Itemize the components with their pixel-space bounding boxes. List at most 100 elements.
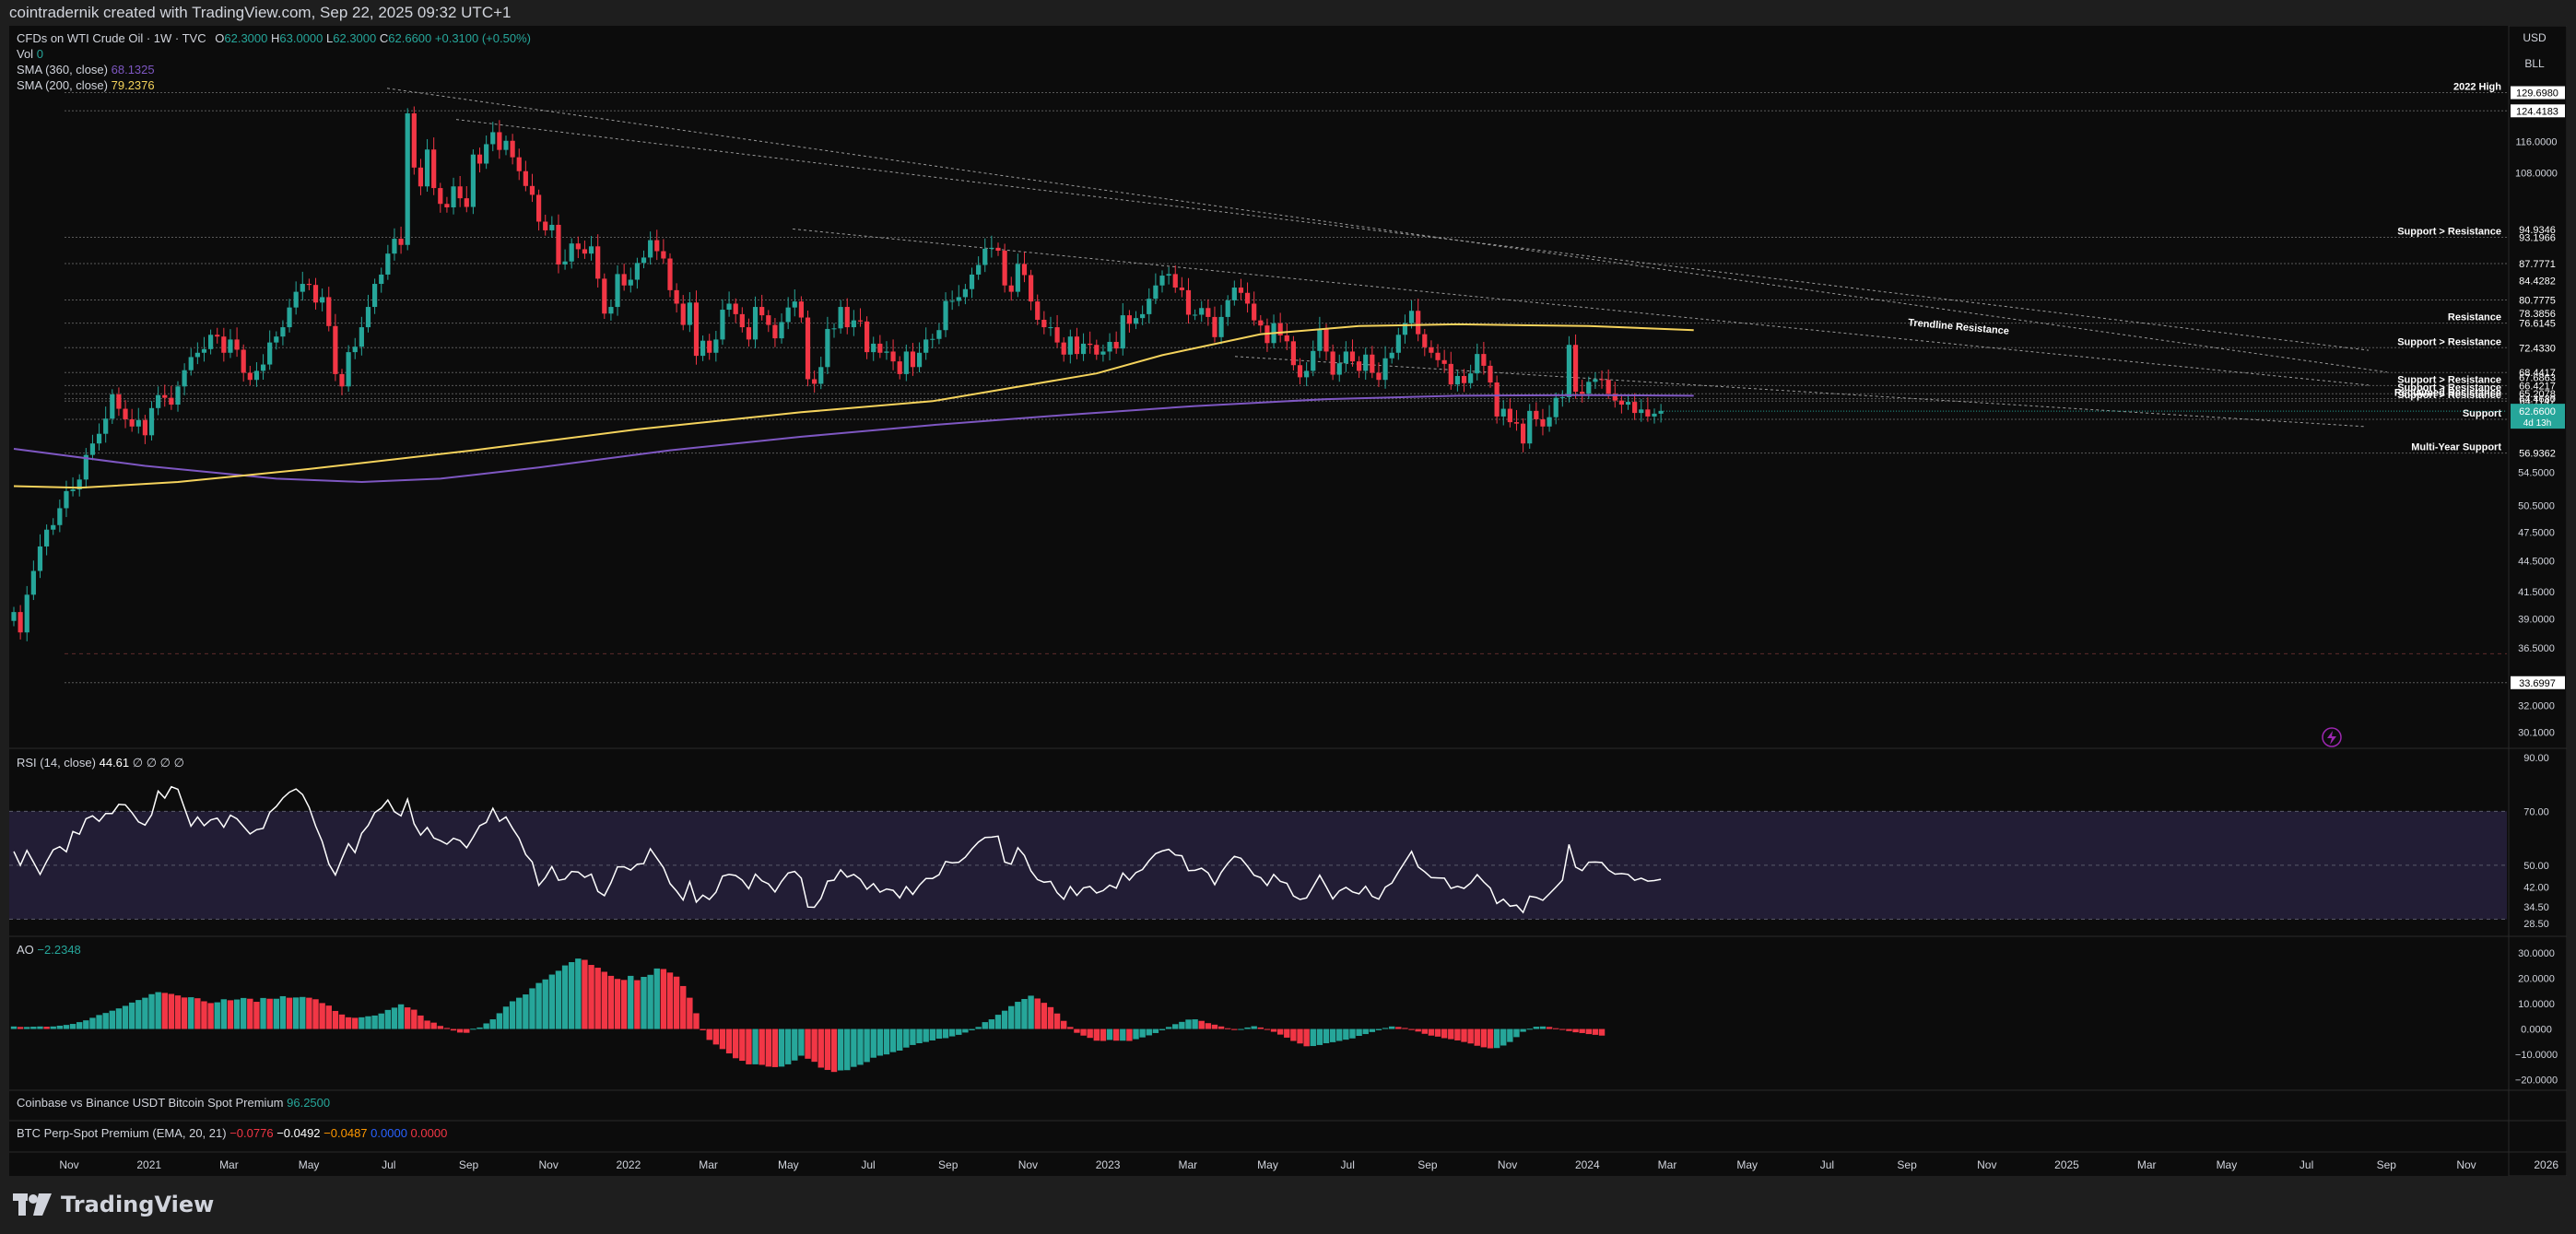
candle-body [746, 327, 752, 340]
ao-bar [935, 1028, 943, 1040]
rsi-tick-label: 42.00 [2523, 882, 2549, 893]
chart-area[interactable]: 2022 High Support > Resistance Resistance S… [9, 26, 2567, 1176]
ao-bar [220, 999, 228, 1029]
candle-body [352, 347, 358, 353]
ao-bar [30, 1027, 37, 1029]
ao-bar [1566, 1028, 1572, 1031]
candle-body [1454, 375, 1460, 385]
candle-body [595, 246, 601, 279]
candle-body [1054, 327, 1060, 343]
legend-sma360: SMA (360, close) 68.1325 [17, 63, 155, 76]
time-tick-label: May [1736, 1158, 1758, 1171]
ao-bar [811, 1028, 817, 1063]
candle-body [1572, 345, 1579, 393]
candle-body [667, 258, 673, 290]
ao-bar [17, 1027, 24, 1029]
ao-bar [1480, 1028, 1488, 1048]
ao-bar [279, 995, 287, 1029]
ao-bar [1421, 1028, 1428, 1034]
tradingview-logo[interactable]: TradingView [13, 1189, 214, 1220]
level-label-2: Support > Resistance [2397, 227, 2501, 238]
candle-body [838, 307, 843, 329]
chart-svg[interactable]: 2022 High Support > Resistance Resistance S… [9, 26, 2567, 1176]
candle-body [923, 339, 929, 353]
candle-body [457, 186, 463, 199]
legend-sma200: SMA (200, close) 79.2376 [17, 78, 155, 92]
level-label-6: Support > Resistance [2397, 336, 2501, 347]
ao-bar [306, 997, 312, 1029]
candle-body [339, 373, 345, 387]
candle-body [831, 328, 837, 330]
candle-body [1231, 288, 1237, 300]
candle-body [1252, 303, 1257, 321]
candle-body [569, 243, 574, 262]
ao-bar [102, 1013, 109, 1029]
candle-body [1113, 341, 1119, 349]
credit-text: cointradernik created with TradingView.c… [9, 4, 512, 21]
ao-bar [889, 1028, 897, 1052]
ao-bar [1146, 1028, 1152, 1036]
ao-bar [1323, 1028, 1330, 1043]
ao-bar [489, 1019, 496, 1029]
legend-coinbase-label: Coinbase vs Binance USDT Bitcoin Spot Pr… [17, 1096, 284, 1110]
ao-bar [680, 985, 687, 1029]
candle-body [1468, 373, 1474, 383]
ao-bar [76, 1022, 83, 1029]
footer-bar: TradingView [0, 1176, 2576, 1234]
candle-body [1513, 422, 1520, 424]
ao-bar [247, 998, 253, 1029]
candle-body [536, 194, 542, 222]
candle-body [1429, 347, 1434, 353]
candle-body [306, 284, 312, 286]
price-tick-label: 54.5000 [2518, 467, 2555, 478]
legend-perp-label: BTC Perp-Spot Premium (EMA, 20, 21) [17, 1126, 227, 1140]
ao-bar [325, 1005, 332, 1029]
candle-body [1100, 351, 1106, 355]
price-tag-label: 87.7771 [2519, 259, 2556, 270]
candle-body [785, 307, 791, 323]
candle-body [1408, 311, 1415, 323]
ao-bar [450, 1028, 457, 1031]
ao-bar [365, 1016, 371, 1029]
ao-bar [870, 1028, 876, 1058]
candle-body [1212, 316, 1217, 337]
ao-bar [1284, 1028, 1290, 1038]
ao-bar [1185, 1019, 1192, 1029]
candle-body [1625, 402, 1631, 405]
legend-rsi-extra: ∅ ∅ ∅ ∅ [132, 756, 184, 770]
ao-bar [1290, 1028, 1297, 1041]
candle-body [1370, 354, 1375, 373]
ao-bar [391, 1007, 398, 1029]
candles-group [11, 106, 1664, 641]
legend-open-label: O [215, 31, 225, 45]
ao-bar [759, 1028, 765, 1065]
candle-body [1402, 323, 1408, 335]
ao-bar [502, 1006, 510, 1029]
level-label-0: 2022 High [2453, 82, 2501, 93]
trendline-2023 [792, 228, 2370, 386]
time-tick-label: 2026 [2534, 1158, 2558, 1171]
ao-bar [739, 1028, 746, 1062]
candle-body [720, 310, 725, 340]
time-tick-label: Mar [1658, 1158, 1677, 1171]
ao-bar [1375, 1028, 1382, 1030]
ao-bar [582, 959, 588, 1029]
ao-bar [693, 1013, 700, 1029]
ao-bar [135, 1000, 142, 1029]
unit-button[interactable]: BLL [2524, 57, 2545, 70]
candle-body [943, 300, 948, 331]
candle-body [857, 320, 864, 322]
time-tick-label: Nov [1977, 1158, 1996, 1171]
candle-body [1540, 419, 1546, 427]
rsi-tick-label: 28.50 [2523, 919, 2549, 930]
time-tick-label: Sep [459, 1158, 479, 1171]
ao-bar [778, 1028, 785, 1067]
candle-body [201, 348, 207, 353]
ao-bar [359, 1017, 365, 1029]
candle-body [969, 274, 975, 289]
candle-body [1094, 345, 1100, 355]
candle-body [405, 113, 410, 245]
candle-body [398, 239, 404, 245]
currency-button[interactable]: USD [2523, 31, 2547, 44]
price-tag-label: 72.4330 [2519, 343, 2556, 354]
